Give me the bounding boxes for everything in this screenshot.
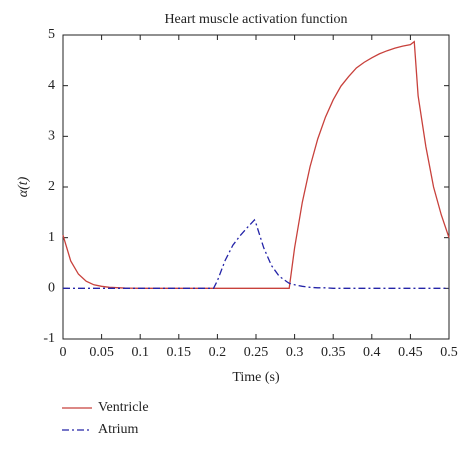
legend-label: Ventricle xyxy=(98,400,149,415)
x-tick-label: 0.25 xyxy=(244,345,269,360)
x-axis-label: Time (s) xyxy=(232,370,280,385)
legend-label: Atrium xyxy=(98,422,139,437)
x-tick-label: 0.45 xyxy=(398,345,423,360)
y-tick-label: 5 xyxy=(48,27,55,42)
x-tick-label: 0.5 xyxy=(440,345,458,360)
series-line xyxy=(62,40,450,289)
x-tick-label: 0.2 xyxy=(209,345,227,360)
y-tick-label: 0 xyxy=(48,281,55,296)
x-tick-label: 0.1 xyxy=(131,345,149,360)
x-tick-label: 0.05 xyxy=(89,345,114,360)
y-tick-label: 1 xyxy=(48,230,55,245)
x-tick-label: 0.15 xyxy=(167,345,192,360)
y-tick-label: -1 xyxy=(43,331,55,346)
x-tick-label: 0.35 xyxy=(321,345,346,360)
plot-frame xyxy=(62,34,450,340)
y-axis-label: α(t) xyxy=(16,176,31,197)
y-tick-label: 2 xyxy=(48,179,55,194)
x-tick-label: 0 xyxy=(60,345,67,360)
chart-title: Heart muscle activation function xyxy=(164,12,347,27)
x-tick-label: 0.4 xyxy=(363,345,381,360)
x-tick-label: 0.3 xyxy=(286,345,304,360)
series-line xyxy=(63,218,449,289)
y-tick-label: 4 xyxy=(48,78,55,93)
y-tick-label: 3 xyxy=(48,129,55,144)
